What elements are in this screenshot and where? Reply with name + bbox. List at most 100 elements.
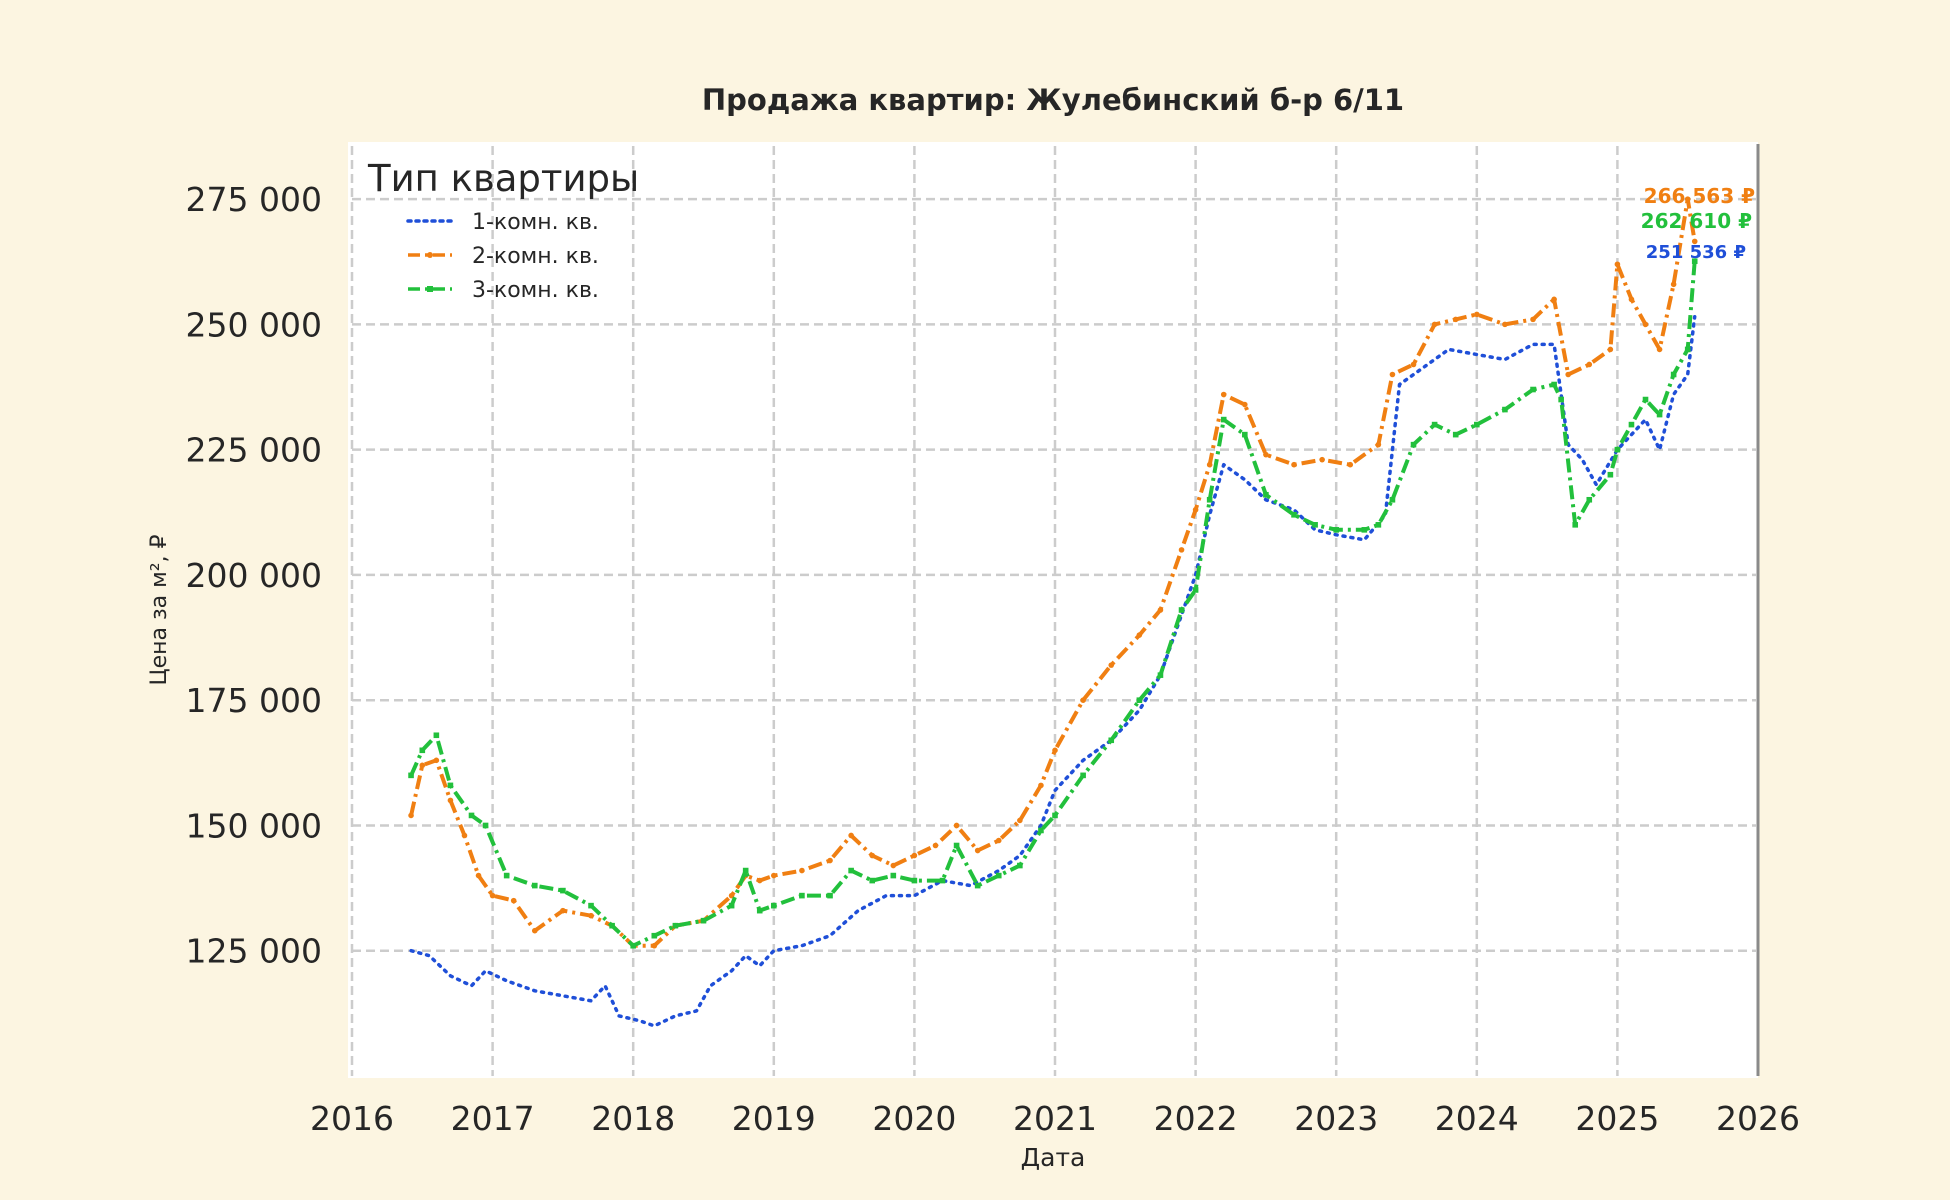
series-point-2 [1607,346,1614,353]
y-tick-label: 250 000 [186,305,322,344]
series-point-2 [1502,321,1508,328]
series-layer [408,196,1698,1028]
series-point-2 [1242,401,1248,408]
series-point-3 [1691,258,1698,265]
series-point-3 [1642,396,1649,403]
x-tick-label: 2016 [310,1099,394,1138]
series-point-3 [1178,607,1185,613]
series-point-3 [742,867,749,874]
x-tick-label: 2021 [1013,1099,1097,1138]
series-point-2 [651,942,658,949]
legend: Тип квартиры 1-комн. кв. 2-комн. кв. 3-к… [367,157,639,303]
series-point-2 [1192,506,1199,513]
series-point-2 [1530,316,1536,323]
y-tick-labels: 125 000 150 000 175 000 200 000 225 000 250 0… [186,180,322,971]
y-tick-label: 175 000 [186,681,322,720]
series-point-3 [890,872,897,879]
series-point-2 [911,852,918,859]
series-point-3 [1361,527,1368,533]
series-point-3 [974,882,981,889]
x-tick-label: 2025 [1575,1099,1659,1138]
series-point-3 [728,902,735,909]
series-point-2 [1452,316,1459,323]
series-point-3 [1017,862,1023,869]
series-line-2 [409,197,1697,948]
series-point-3 [419,747,426,754]
series-point-2 [1291,461,1297,468]
series-point-3 [1220,416,1227,423]
series-point-2 [408,812,414,819]
series-point-2 [560,907,566,914]
series-point-2 [1136,632,1143,638]
series-point-3 [1038,827,1044,834]
x-tick-label: 2019 [732,1099,816,1138]
series-point-2 [995,837,1002,844]
series-point-2 [932,842,939,849]
x-tick-label: 2024 [1435,1099,1519,1138]
series-point-3 [1431,421,1438,428]
series-point-3 [1052,812,1058,819]
grid-lines [350,146,1756,1076]
series-line-1 [409,314,1697,1028]
legend-label-2: 2-комн. кв. [472,244,599,269]
x-tick-label: 2023 [1294,1099,1378,1138]
x-tick-label: 2026 [1716,1099,1800,1138]
series-point-3 [1614,446,1621,453]
series-point-2 [1080,697,1086,703]
series-point-3 [1452,431,1459,438]
series-point-2 [1052,747,1058,754]
series-point-3 [1080,772,1086,779]
x-tick-labels: 2016 2017 2018 2019 2020 2021 2022 2023 2024 2025… [310,1099,1800,1138]
x-axis-label: Дата [1021,1143,1086,1172]
series-point-2 [869,852,876,859]
series-point-3 [433,732,440,739]
series-point-3 [1502,406,1508,413]
series-point-3 [1206,496,1213,503]
series-point-3 [447,782,454,789]
series-point-3 [1586,496,1593,503]
series-point-3 [672,922,679,929]
legend-label-1: 1-комн. кв. [472,210,599,235]
series-point-2 [419,762,426,769]
y-tick-label: 150 000 [186,806,322,845]
series-point-3 [1551,381,1557,388]
y-tick-label: 275 000 [186,180,322,219]
series-point-3 [1628,421,1635,428]
series-point-3 [700,917,707,924]
series-point-3 [630,942,636,949]
series-point-2 [1178,547,1185,553]
series-point-2 [447,797,454,804]
series-point-2 [1670,281,1677,288]
series-point-2 [1614,261,1621,268]
y-tick-label: 200 000 [186,556,322,595]
series-point-3 [588,902,594,909]
series-point-2 [848,832,854,839]
series-point-3 [468,812,475,819]
series-point-3 [1684,346,1691,353]
series-point-2 [974,847,981,854]
series-point-2 [461,832,468,839]
legend-label-3: 3-комн. кв. [472,278,599,303]
plot-area [348,142,1758,1078]
series-point-3 [1558,396,1564,403]
series-point-3 [1263,491,1269,498]
series-point-3 [1333,527,1339,533]
series-point-2 [1108,662,1115,668]
series-point-2 [1157,607,1164,613]
series-point-2 [1319,456,1325,463]
series-point-3 [408,772,414,779]
series-point-3 [1108,737,1115,744]
series-point-3 [560,887,566,894]
end-labels: 266 563 ₽ 262 610 ₽ 251 536 ₽ [1641,184,1755,263]
series-point-3 [1389,496,1396,503]
series-point-3 [1136,697,1143,703]
series-point-2 [1551,296,1557,303]
legend-item-3: 3-комн. кв. [408,278,599,303]
series-point-3 [609,922,615,929]
series-point-2 [1347,461,1354,468]
series-point-2 [1389,371,1396,378]
series-point-2 [475,872,482,879]
series-point-2 [1410,361,1417,368]
series-point-3 [651,932,658,939]
